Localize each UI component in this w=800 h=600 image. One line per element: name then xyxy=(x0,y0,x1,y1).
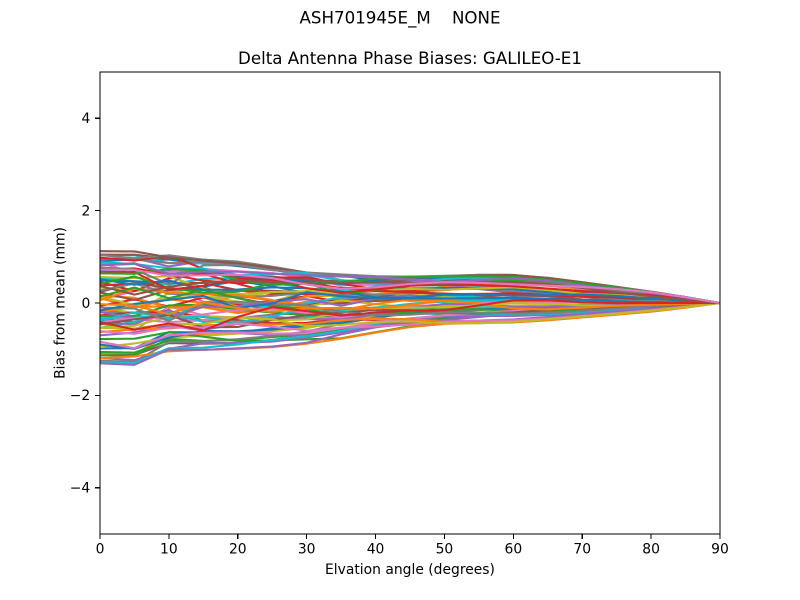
tick-labels: 0 10 20 30 40 50 60 70 80 90 −4 −2 0 2 4 xyxy=(70,111,729,558)
axes xyxy=(95,71,721,539)
series-line-75 xyxy=(100,279,720,305)
y-tick-label-2: 2 xyxy=(81,203,90,219)
x-tick-label-40: 40 xyxy=(367,542,385,558)
series-line-53 xyxy=(100,267,720,305)
x-axis-label: Elvation angle (degrees) xyxy=(325,562,495,578)
figure-suptitle: ASH701945E_M NONE xyxy=(299,9,500,29)
x-tick-label-60: 60 xyxy=(505,542,523,558)
x-tick-label-0: 0 xyxy=(96,542,105,558)
x-tick-label-10: 10 xyxy=(160,542,178,558)
y-tick-label-4: 4 xyxy=(81,111,90,127)
series-line-64 xyxy=(100,301,720,366)
y-tick-label-0: 0 xyxy=(81,296,90,312)
series-line-72 xyxy=(100,267,720,305)
series-line-73 xyxy=(100,299,720,332)
y-axis-label: Bias from mean (mm) xyxy=(52,227,68,379)
x-tick-label-50: 50 xyxy=(436,542,454,558)
data-lines xyxy=(100,250,720,366)
x-tick-label-70: 70 xyxy=(573,542,591,558)
series-line-71 xyxy=(100,299,720,316)
x-tick-label-20: 20 xyxy=(229,542,247,558)
x-tick-label-80: 80 xyxy=(642,542,660,558)
series-line-70 xyxy=(100,291,720,312)
x-tick-label-30: 30 xyxy=(298,542,316,558)
series-line-76 xyxy=(100,268,720,305)
axes-title: Delta Antenna Phase Biases: GALILEO-E1 xyxy=(238,49,582,68)
x-tick-label-90: 90 xyxy=(711,542,729,558)
y-tick-label-−2: −2 xyxy=(70,388,90,404)
y-tick-label-−4: −4 xyxy=(70,481,91,497)
series-line-68 xyxy=(100,301,720,330)
